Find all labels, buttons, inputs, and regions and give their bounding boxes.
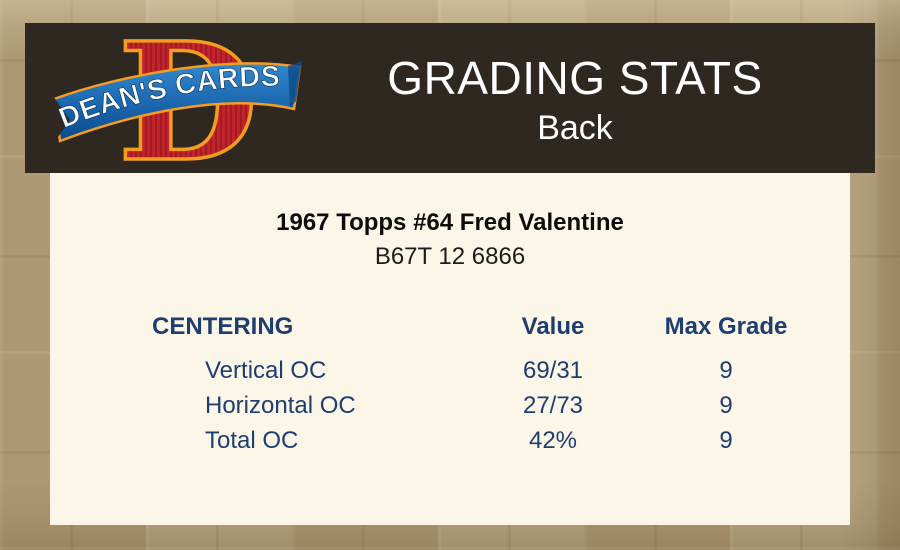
header-titles: GRADING STATS Back [325, 23, 825, 173]
row-value: 69/31 [522, 356, 584, 384]
logo-ribbon [52, 62, 302, 143]
page-title: GRADING STATS [387, 51, 763, 104]
column-header-max-grade: Max Grade [664, 313, 788, 340]
table-row: Vertical OC 69/31 9 [152, 353, 824, 388]
logo-ribbon-curl [288, 61, 302, 108]
row-value: 42% [528, 426, 578, 454]
row-label: Horizontal OC [205, 391, 356, 419]
row-max-grade: 9 [719, 391, 733, 419]
centering-stats-table: CENTERING Value Max Grade Vertical OC 69… [152, 313, 824, 458]
table-row: Total OC 42% 9 [152, 423, 824, 458]
page-subtitle: Back [537, 109, 613, 148]
content-panel: 1967 Topps #64 Fred Valentine B67T 12 68… [50, 173, 850, 525]
card-serial-code: B67T 12 6866 [374, 243, 526, 270]
column-header-centering: CENTERING [152, 313, 294, 340]
column-header-value: Value [521, 313, 585, 340]
row-value: 27/73 [522, 391, 584, 419]
header-bar: D DEAN'S CARDS GRADING STATS Back [25, 23, 875, 173]
row-max-grade: 9 [719, 426, 733, 454]
table-row: Horizontal OC 27/73 9 [152, 388, 824, 423]
row-max-grade: 9 [719, 356, 733, 384]
row-label: Vertical OC [205, 356, 327, 384]
card-title: 1967 Topps #64 Fred Valentine [276, 209, 624, 236]
logo-ribbon-notch [51, 93, 70, 147]
deans-cards-logo[interactable]: D DEAN'S CARDS [50, 29, 306, 169]
table-header-row: CENTERING Value Max Grade [152, 313, 824, 353]
row-label: Total OC [205, 426, 299, 454]
